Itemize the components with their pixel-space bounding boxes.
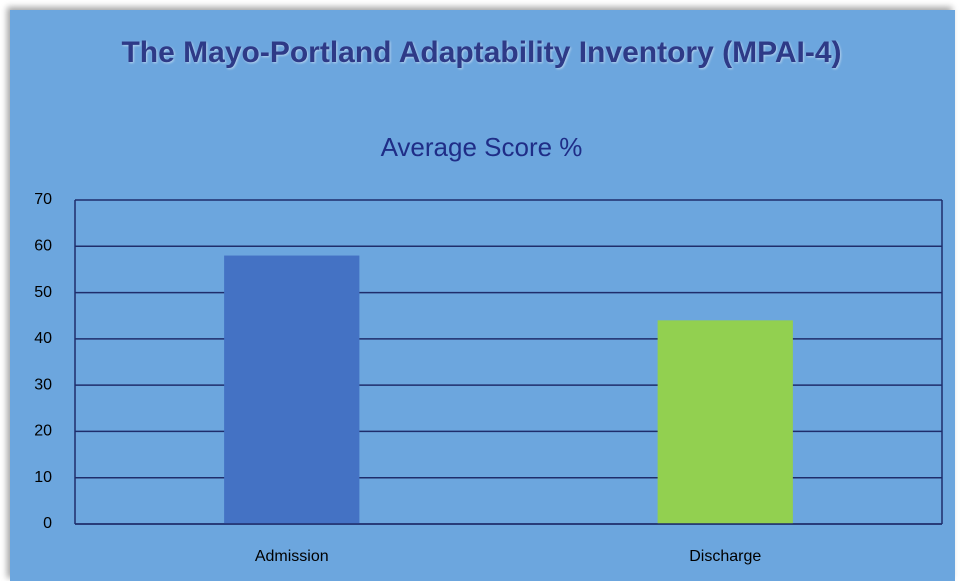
bar (224, 255, 360, 525)
x-tick-label: Admission (255, 548, 329, 565)
y-tick-label: 30 (34, 376, 52, 393)
y-tick-label: 0 (43, 515, 52, 532)
x-tick-label: Discharge (689, 548, 761, 565)
y-tick-label: 50 (34, 284, 52, 301)
chart-subtitle: Average Score % (380, 132, 583, 162)
chart-panel (10, 10, 955, 581)
y-tick-label: 70 (34, 191, 52, 208)
y-tick-label: 60 (34, 238, 52, 255)
y-tick-label: 10 (34, 469, 52, 486)
y-tick-label: 20 (34, 423, 52, 440)
chart-title: The Mayo-Portland Adaptability Inventory… (121, 36, 842, 69)
bar (657, 320, 793, 524)
y-tick-label: 40 (34, 330, 52, 347)
